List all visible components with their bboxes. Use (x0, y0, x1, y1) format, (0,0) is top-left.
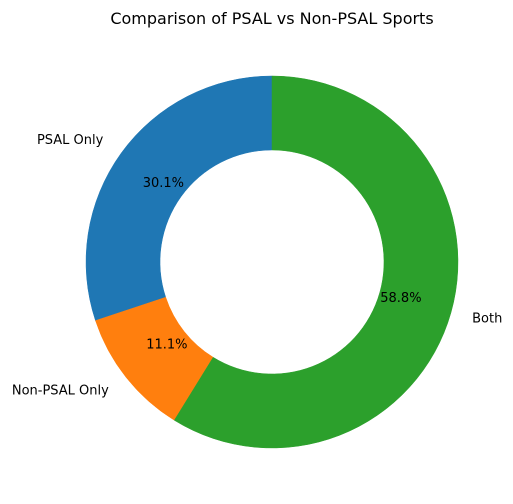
slice-psal-only (85, 75, 273, 321)
slice-label-both: Both (472, 311, 502, 326)
slice-percent-non-psal-only: 11.1% (146, 338, 187, 353)
slices-group (85, 75, 459, 449)
slice-percent-both: 58.8% (380, 291, 421, 306)
slice-percent-psal-only: 30.1% (143, 176, 184, 191)
chart-title: Comparison of PSAL vs Non-PSAL Sports (110, 9, 433, 28)
slice-label-psal-only: PSAL Only (37, 133, 104, 148)
labels-group: PSAL Only 30.1% Non-PSAL Only 11.1% Both 58.8… (12, 133, 502, 399)
slice-label-non-psal-only: Non-PSAL Only (12, 384, 109, 399)
slice-both (173, 75, 459, 449)
